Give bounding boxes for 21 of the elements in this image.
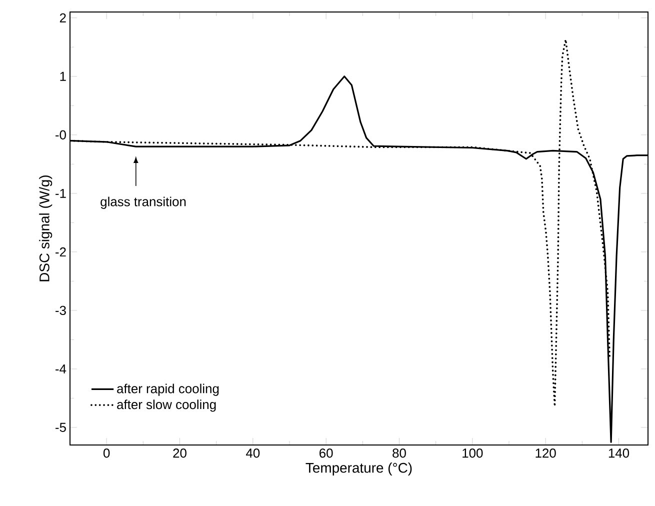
y-tick-label: 1	[60, 72, 66, 81]
x-tick-label: 40	[246, 448, 260, 458]
y-axis-title: DSC signal (W/g)	[39, 176, 52, 282]
x-tick-label: 100	[462, 448, 483, 458]
x-tick-label: 20	[173, 448, 186, 458]
x-axis-title: Temperature (°C)	[306, 462, 412, 476]
y-tick-label: 2	[60, 13, 66, 22]
legend-label: after slow cooling	[117, 400, 216, 412]
y-tick-label: -5	[56, 422, 66, 432]
y-tick-label: -3	[56, 306, 66, 315]
y-tick-label: -4	[56, 364, 66, 374]
x-tick-label: 0	[103, 448, 110, 458]
y-tick-label: -0	[56, 130, 66, 140]
annotation: glass transition	[100, 196, 186, 209]
x-tick-label: 140	[608, 448, 630, 458]
x-tick-label: 120	[536, 448, 556, 458]
y-tick-label: -2	[56, 247, 66, 256]
y-tick-label: -1	[56, 188, 66, 198]
legend-label: after rapid cooling	[117, 384, 219, 396]
x-tick-label: 80	[392, 448, 406, 458]
x-tick-label: 60	[320, 448, 333, 458]
